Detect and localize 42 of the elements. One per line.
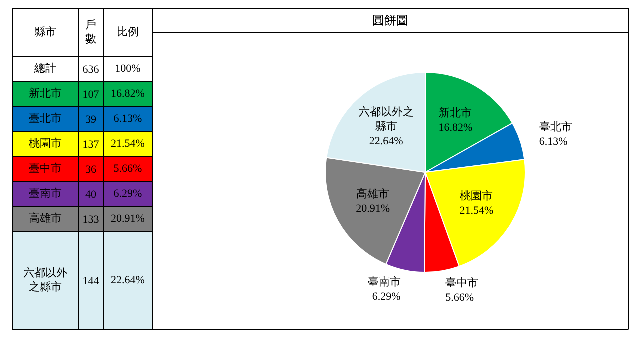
text: 5.66% [114, 163, 142, 175]
data-label: 6.29% [372, 291, 401, 304]
text: 636 [82, 64, 100, 76]
text: 6.13% [114, 113, 142, 125]
category-label: 六都以外之縣市 [24, 267, 68, 294]
text: 6.29% [114, 188, 142, 200]
text: 16.82% [111, 88, 145, 100]
data-label: 22.64% [369, 135, 404, 148]
slice-label: 六都以外之縣市 [358, 106, 414, 134]
data-label: 21.54% [460, 204, 494, 217]
text: 比例 [117, 26, 139, 38]
text: 36 [86, 164, 97, 176]
text: 137 [82, 139, 100, 151]
text: 20.91% [111, 213, 145, 225]
text: 133 [82, 214, 100, 226]
slice-label: 臺南市 [368, 276, 401, 289]
slice-label: 桃園市 [460, 190, 494, 203]
legend-label: 新北市 [29, 87, 62, 100]
data-label: 16.82% [438, 122, 473, 134]
slice-label: 臺中市 [446, 276, 479, 290]
text: 39 [86, 114, 97, 126]
text: 21.54% [111, 138, 145, 150]
text: 107 [82, 89, 100, 101]
data-label: 20.91% [356, 202, 390, 215]
slice-label: 臺北市 [539, 120, 572, 134]
text: 144 [82, 276, 100, 288]
text: 22.64% [111, 274, 145, 286]
data-label: 5.66% [446, 292, 474, 304]
text: 100% [115, 63, 141, 75]
slice-label: 新北市 [439, 106, 472, 120]
text: 戶數 [86, 18, 96, 46]
legend-label: 臺中市 [29, 162, 62, 175]
legend-label: 桃園市 [29, 137, 62, 150]
legend-label: 臺南市 [29, 187, 62, 200]
text: 縣市 [34, 26, 56, 38]
slice-label: 高雄市 [356, 188, 390, 201]
chart-title: 圓餅圖 [372, 14, 408, 28]
text: 總計 [34, 62, 56, 75]
data-label: 6.13% [539, 136, 568, 148]
text: 40 [86, 189, 97, 201]
legend-label: 臺北市 [29, 112, 62, 125]
legend-label: 高雄市 [29, 212, 62, 225]
